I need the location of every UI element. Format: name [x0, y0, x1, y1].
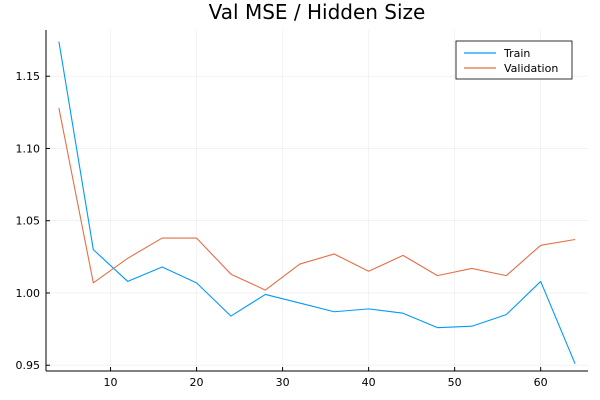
- y-tick-label: 0.95: [16, 359, 41, 372]
- x-tick-label: 10: [104, 376, 118, 389]
- y-tick-label: 1.15: [16, 70, 41, 83]
- y-tick-label: 1.05: [16, 215, 41, 228]
- x-axis-ticks: 10 20 30 40 50 60: [104, 367, 548, 389]
- x-tick-label: 20: [190, 376, 204, 389]
- legend-box: [455, 40, 573, 80]
- legend: Train Validation: [455, 40, 573, 80]
- legend-label: Validation: [504, 62, 558, 75]
- series-lines: [58, 41, 576, 364]
- y-tick-label: 1.10: [16, 142, 41, 155]
- legend-label: Train: [503, 47, 530, 60]
- y-tick-label: 1.00: [16, 287, 41, 300]
- axes: [45, 30, 588, 372]
- series-line-train: [58, 41, 576, 364]
- x-tick-label: 50: [448, 376, 462, 389]
- x-tick-label: 40: [362, 376, 376, 389]
- chart-title: Val MSE / Hidden Size: [209, 0, 426, 24]
- x-tick-label: 30: [276, 376, 290, 389]
- y-axis-ticks: 0.95 1.00 1.05 1.10 1.15: [16, 70, 50, 372]
- x-tick-label: 60: [534, 376, 548, 389]
- series-line-validation: [58, 107, 576, 291]
